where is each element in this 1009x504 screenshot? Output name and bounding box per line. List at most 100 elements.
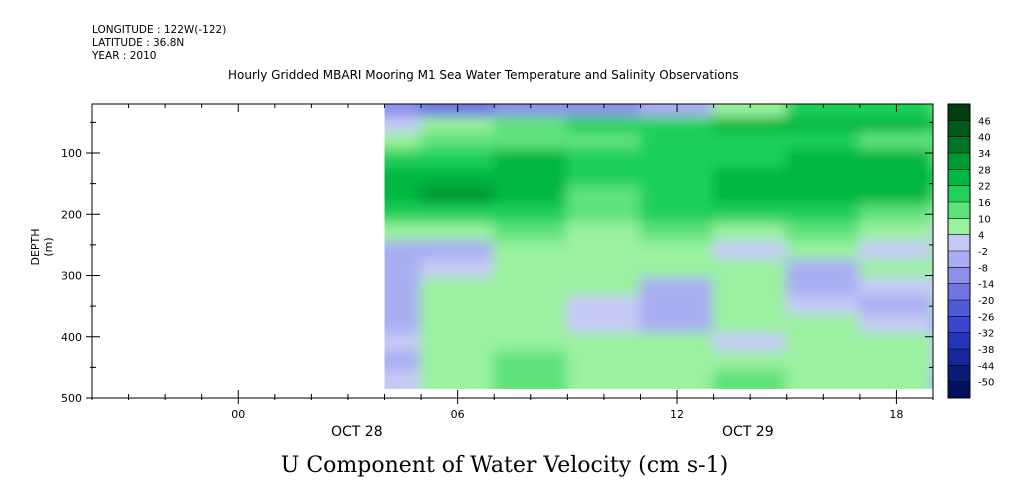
heatmap-cell — [384, 277, 423, 298]
heatmap-cell — [712, 116, 788, 135]
heatmap-cell — [858, 116, 933, 135]
heatmap-cell — [566, 332, 642, 354]
heatmap-cell — [493, 132, 569, 151]
colorbar-swatch — [948, 283, 970, 301]
colorbar-label: -8 — [978, 263, 988, 274]
heatmap-cell — [639, 277, 715, 298]
colorbar: 46 40 34 28 22 16 10 4 -2 -8 -14 -20 -26 -32 -38 -44 -50 — [947, 103, 994, 399]
x-axis: 00 06 12 18 — [91, 104, 934, 421]
heatmap-cell — [566, 277, 642, 298]
heatmap-cell — [566, 132, 642, 151]
heatmap-cell — [384, 104, 423, 119]
colorbar-label: 28 — [978, 165, 991, 176]
heatmap-cell — [420, 222, 496, 243]
heatmap-cell — [566, 369, 642, 389]
heatmap-cell — [712, 369, 788, 389]
colorbar-label: 10 — [978, 214, 991, 225]
heatmap-cell — [639, 295, 715, 317]
heatmap-cell — [493, 104, 569, 119]
heatmap-cells — [384, 104, 1009, 405]
heatmap-cell — [712, 351, 788, 372]
heatmap-cell — [384, 185, 423, 207]
y-tick-label: 300 — [61, 270, 82, 283]
heatmap-cell — [712, 277, 788, 298]
heatmap-cell — [420, 167, 496, 188]
heatmap-cell — [712, 185, 788, 207]
heatmap-cell — [858, 332, 933, 354]
heatmap-cell — [858, 222, 933, 243]
heatmap-cell — [420, 132, 496, 151]
heatmap-cell — [639, 116, 715, 135]
colorbar-swatch — [948, 234, 970, 252]
heatmap-cell — [493, 351, 569, 372]
colorbar-swatch — [948, 365, 970, 383]
heatmap-cell — [566, 104, 642, 119]
heatmap-cell — [785, 148, 861, 170]
heatmap-cell — [785, 132, 861, 151]
heatmap-cell — [785, 104, 861, 119]
heatmap-cell — [420, 185, 496, 207]
heatmap-cell — [420, 369, 496, 389]
heatmap-cell — [566, 295, 642, 317]
heatmap-cell — [420, 148, 496, 170]
colorbar-label: 22 — [978, 182, 991, 193]
x-tick-label: 06 — [451, 408, 465, 421]
colorbar-swatch — [948, 185, 970, 203]
year-label: YEAR : 2010 — [92, 50, 157, 62]
heatmap-cell — [1005, 369, 1009, 405]
heatmap-cell — [566, 351, 642, 372]
colorbar-label: 16 — [978, 198, 991, 209]
heatmap-cell — [712, 204, 788, 225]
heatmap-cell — [639, 369, 715, 389]
colorbar-label: -2 — [978, 247, 988, 258]
heatmap-cell — [639, 259, 715, 280]
heatmap-cell — [420, 314, 496, 335]
heatmap-cell — [1005, 186, 1009, 206]
heatmap-cell — [1005, 117, 1009, 134]
heatmap-cell — [785, 351, 861, 372]
heatmap-cell — [1005, 259, 1009, 279]
y-tick-label: 200 — [61, 208, 82, 221]
colorbar-swatch — [948, 104, 970, 121]
heatmap-cell — [420, 116, 496, 135]
heatmap-cell — [785, 369, 861, 389]
x-tick-label: 18 — [889, 408, 903, 421]
heatmap-cell — [1005, 278, 1009, 298]
heatmap-cell — [858, 314, 933, 335]
heatmap-cell — [785, 222, 861, 243]
heatmap-cell — [639, 132, 715, 151]
heatmap-cell — [858, 148, 933, 170]
heatmap-cell — [639, 148, 715, 170]
heatmap-cell — [858, 369, 933, 389]
heatmap-cell — [712, 222, 788, 243]
heatmap-cell — [785, 259, 861, 280]
heatmap-cell — [858, 295, 933, 317]
heatmap-cell — [1005, 241, 1009, 261]
heatmap-cell — [493, 204, 569, 225]
heatmap-cell — [1005, 222, 1009, 242]
colorbar-swatch — [948, 153, 970, 170]
month-label-oct29: OCT 29 — [722, 424, 774, 440]
heatmap-cell — [384, 222, 423, 243]
heatmap-cell — [384, 132, 423, 151]
y-axis-label: DEPTH (m) — [29, 228, 55, 266]
colorbar-label: -44 — [978, 361, 994, 372]
colorbar-label: 40 — [978, 133, 991, 144]
heatmap-cell — [785, 277, 861, 298]
y-axis: 100 200 300 400 500 — [61, 121, 933, 405]
heatmap-cell — [712, 148, 788, 170]
heatmap-cell — [1005, 314, 1009, 334]
x-tick-label: 00 — [231, 408, 245, 421]
heatmap-cell — [785, 332, 861, 354]
heatmap-cell — [493, 116, 569, 135]
heatmap-cell — [384, 369, 423, 389]
heatmap-cell — [420, 332, 496, 354]
heatmap-cell — [785, 314, 861, 335]
heatmap-cell — [712, 295, 788, 317]
colorbar-label: -14 — [978, 280, 994, 291]
heatmap-cell — [493, 240, 569, 262]
heatmap-cell — [712, 259, 788, 280]
heatmap-cell — [493, 148, 569, 170]
heatmap-cell — [420, 259, 496, 280]
heatmap-cell — [384, 259, 423, 280]
